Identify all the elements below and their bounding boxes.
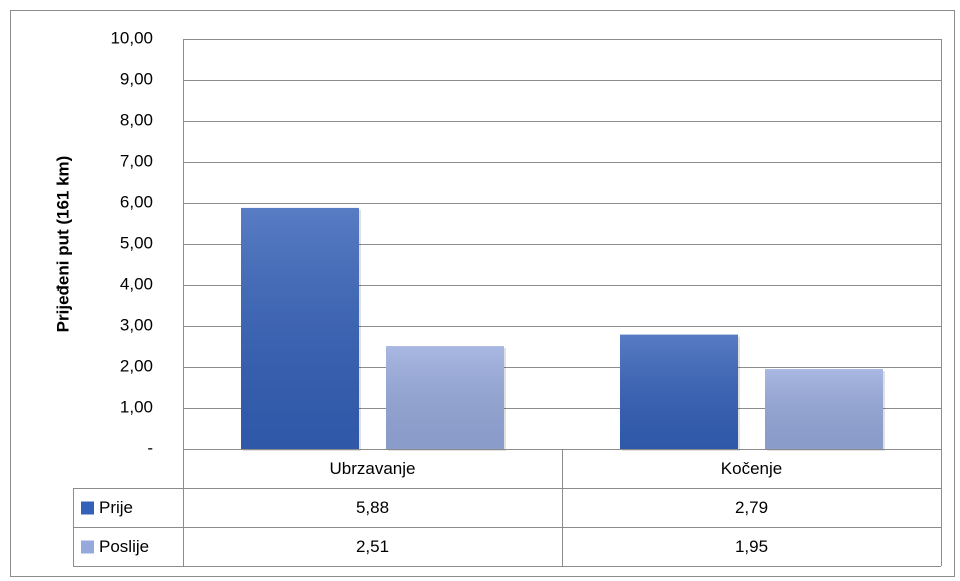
bar-shine [241,207,359,449]
data-table-value: 1,95 [735,537,768,556]
bar-shine [765,369,883,449]
y-tick-label: 1,00 [120,397,153,416]
chart-border [10,10,955,577]
data-table-value: 5,88 [356,498,389,517]
y-tick-label: 9,00 [120,69,153,88]
data-table-value: 2,51 [356,537,389,556]
x-tick-label: Kočenje [721,459,782,478]
legend-label: Poslije [99,537,149,556]
y-tick-label: 6,00 [120,192,153,211]
y-tick-label: 5,00 [120,233,153,252]
legend-swatch [81,540,94,554]
y-tick-label: 4,00 [120,274,153,293]
legend-swatch [81,501,94,515]
legend-label: Prije [99,498,133,517]
y-axis-label: Prijeđeni put (161 km) [53,156,72,333]
y-tick-label: 3,00 [120,315,153,334]
x-tick-label: Ubrzavanje [330,459,416,478]
bar-shine [386,346,504,449]
y-tick-label: 8,00 [120,110,153,129]
y-tick-label: 2,00 [120,356,153,375]
y-tick-label: 10,00 [110,28,153,47]
y-tick-label: - [147,438,153,457]
data-table-value: 2,79 [735,498,768,517]
bar-shine [620,334,738,449]
y-tick-label: 7,00 [120,151,153,170]
